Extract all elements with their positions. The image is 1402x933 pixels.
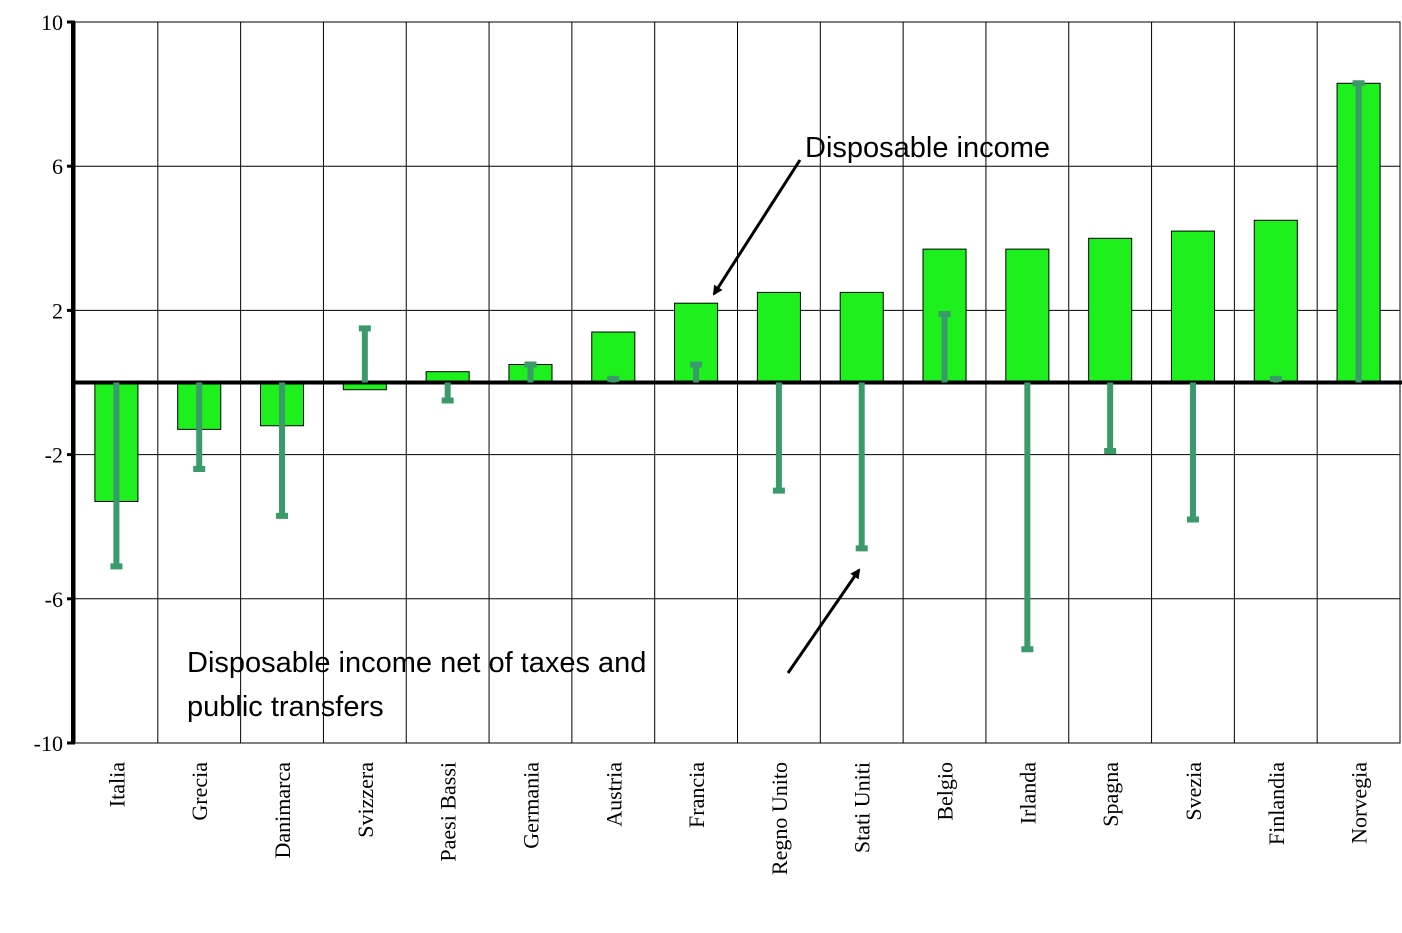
y-tick-label: 2 <box>52 298 63 323</box>
bar <box>1253 219 1298 383</box>
net-income-stem <box>607 375 620 383</box>
bar <box>591 331 636 383</box>
bar <box>1088 237 1133 383</box>
net-income-stem <box>110 382 123 570</box>
labels: 10 6 2 -2 -6 -10 Italia Grecia Danimarca Svizzera… <box>34 10 1372 875</box>
net-income-stem <box>276 382 289 519</box>
x-tick-label: Regno Unito <box>767 762 792 875</box>
x-tick-label: Danimarca <box>270 762 295 859</box>
net-income-stem <box>1186 382 1199 523</box>
net-income-stem <box>358 325 371 383</box>
x-tick-label: Svizzera <box>353 762 378 838</box>
net-income-stem <box>1104 382 1117 454</box>
net-income-stem <box>1352 80 1365 383</box>
bar <box>1005 248 1050 383</box>
x-tick-label: Austria <box>601 762 626 827</box>
net-income-stem <box>690 361 703 383</box>
x-tick-label: Irlanda <box>1015 762 1040 825</box>
x-tick-label: Svezia <box>1181 762 1206 821</box>
y-tick-label: 6 <box>52 154 63 179</box>
net-income-stem <box>1269 375 1282 383</box>
x-tick-label: Spagna <box>1098 762 1123 827</box>
net-income-stem <box>855 382 868 552</box>
x-tick-label: Finlandia <box>1264 762 1289 845</box>
annotation: Disposable income net of taxes and <box>187 647 646 679</box>
x-tick-label: Norvegia <box>1347 762 1372 844</box>
bar <box>839 291 884 383</box>
x-tick-label: Francia <box>684 762 709 828</box>
net-income-stem <box>193 382 206 473</box>
annotation: public transfers <box>187 691 384 723</box>
net-income-stem <box>938 311 951 383</box>
net-income-stem <box>441 382 454 404</box>
net-income-stem <box>772 382 785 494</box>
y-tick-label: -10 <box>34 731 63 756</box>
x-tick-label: Germania <box>518 762 543 849</box>
x-tick-label: Grecia <box>187 762 212 821</box>
x-tick-label: Italia <box>104 762 129 807</box>
net-income-stem <box>1021 382 1034 653</box>
annotation-arrow <box>712 159 802 296</box>
bar <box>674 302 719 383</box>
y-tick-label: -2 <box>45 443 63 468</box>
net-income-stem <box>524 361 537 383</box>
y-tick-label: -6 <box>45 587 63 612</box>
net-income-marks <box>110 80 1365 653</box>
annotation-arrow <box>786 568 861 674</box>
y-tick-label: 10 <box>41 10 63 35</box>
x-tick-label: Belgio <box>933 762 958 821</box>
axes <box>67 20 1402 745</box>
x-tick-label: Paesi Bassi <box>436 762 461 862</box>
bar <box>756 291 801 383</box>
annotation: Disposable income <box>805 132 1050 164</box>
x-tick-label: Stati Uniti <box>850 762 875 853</box>
bar <box>1170 230 1215 383</box>
